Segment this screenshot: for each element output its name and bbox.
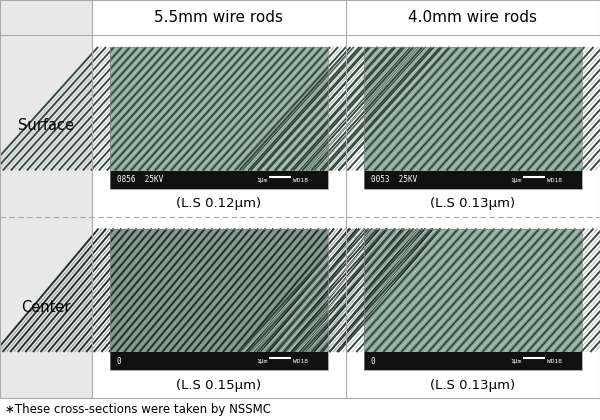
Bar [110,47,328,189]
Bar [110,228,328,370]
Bar [364,228,582,370]
Bar [364,47,582,171]
Text: Surface: Surface [18,118,74,133]
Text: WD18: WD18 [547,178,562,183]
Text: Center: Center [21,300,71,315]
Bar [0,0,92,35]
Text: 0053  25KV: 0053 25KV [371,175,417,184]
Text: (L.S 0.13μm): (L.S 0.13μm) [430,197,515,210]
Text: 1μm: 1μm [256,178,267,183]
Text: 5.5mm wire rods: 5.5mm wire rods [155,10,284,25]
Text: WD18: WD18 [293,178,308,183]
Text: WD18: WD18 [293,360,308,365]
Bar [0,35,92,398]
Text: 1μm: 1μm [256,360,267,365]
Text: 0: 0 [116,357,121,365]
Text: (L.S 0.15μm): (L.S 0.15μm) [176,379,262,392]
Text: 0: 0 [371,357,375,365]
Text: (L.S 0.12μm): (L.S 0.12μm) [176,197,262,210]
Text: 1μm: 1μm [510,178,521,183]
Bar [364,47,582,189]
Text: 4.0mm wire rods: 4.0mm wire rods [409,10,538,25]
Bar [364,228,582,352]
Bar [110,228,328,352]
Text: WD18: WD18 [547,360,562,365]
Bar [364,352,582,370]
Text: 1μm: 1μm [510,360,521,365]
Text: ∗These cross-sections were taken by NSSMC: ∗These cross-sections were taken by NSSM… [5,402,271,415]
Bar [110,171,328,189]
Bar [110,47,328,171]
Text: 0856  25KV: 0856 25KV [116,175,163,184]
Bar [364,171,582,189]
Bar [110,352,328,370]
Text: (L.S 0.13μm): (L.S 0.13μm) [430,379,515,392]
